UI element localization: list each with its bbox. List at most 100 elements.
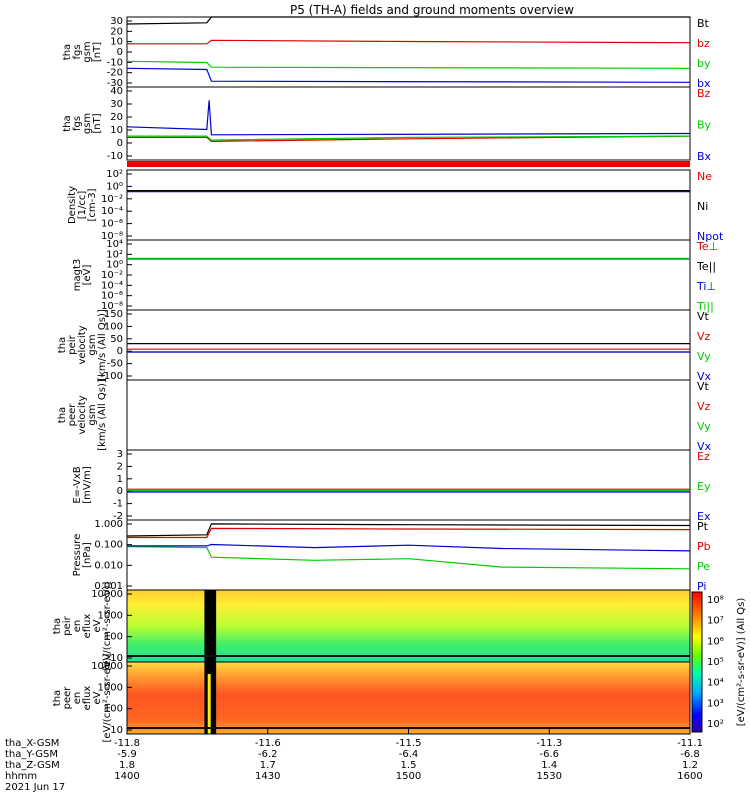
y-tick-label: -10 [107, 57, 123, 68]
legend-entry: Vz [697, 330, 711, 343]
y-tick-label: 10⁴ [106, 239, 123, 250]
y-tick-label: 10⁻⁶ [101, 291, 123, 302]
colorbar-tick-label: 10⁷ [707, 616, 724, 627]
colorbar-tick-label: 10³ [707, 698, 724, 709]
y-axis-label: eflux [82, 686, 93, 711]
y-tick-label: 3 [117, 449, 123, 460]
y-tick-label: 10² [106, 169, 123, 180]
y-axis-label: eV [92, 619, 103, 632]
y-tick-label: 10⁻⁸ [101, 301, 123, 312]
legend-entry: Pi [697, 580, 706, 593]
legend-entry: by [697, 57, 711, 70]
x-tick-label: 1400 [114, 771, 139, 782]
x-tick-label: -5.9 [117, 749, 137, 760]
panel-fgs_dsl: 40 30 20 10 0 -10 tha fgs gsm [nT] Bz By Bx [62, 86, 712, 163]
x-row-label: tha_X-GSM [5, 738, 59, 749]
y-axis-label: [eV/(cm²-s-sr-eV)] [102, 581, 113, 670]
y-tick-label: 1000 [98, 610, 123, 621]
legend-entry: Vt [697, 380, 710, 393]
y-axis-label: tha [62, 44, 73, 60]
y-axis-label: en [72, 692, 83, 705]
legend-entry: Vy [697, 420, 711, 433]
series-line-Bx [126, 100, 691, 136]
plot-title: P5 (TH-A) fields and ground moments over… [290, 3, 574, 17]
y-axis-label: [mV/m] [82, 466, 93, 504]
legend-entry: Pe [697, 560, 710, 573]
legend-entry: bx [697, 77, 711, 90]
legend-entry: Bx [697, 150, 712, 163]
y-axis-label: tha [52, 690, 63, 706]
y-tick-label: 10⁰ [106, 181, 123, 192]
series-line-Pb [127, 527, 691, 539]
y-tick-label: 50 [110, 334, 123, 345]
series-line-Pe [126, 546, 691, 570]
y-axis-label: eV [92, 691, 103, 704]
panel-frame [126, 449, 691, 521]
y-tick-label: 10⁻⁴ [101, 206, 123, 217]
y-axis-label: peer [62, 686, 73, 710]
y-tick-label: 10000 [91, 589, 123, 600]
y-tick-label: 1 [117, 474, 123, 485]
y-tick-label: 10⁻⁴ [101, 280, 123, 291]
y-tick-label: 0 [117, 346, 123, 357]
series-line-Pt [126, 523, 691, 537]
x-tick-label: -6.8 [680, 749, 700, 760]
y-tick-label: 2 [117, 461, 123, 472]
x-tick-label: -11.3 [536, 738, 562, 749]
y-tick-label: -100 [100, 371, 123, 382]
y-axis-label: tha [52, 618, 63, 634]
series-line-bz [127, 39, 691, 45]
legend-entry: Te⊥ [696, 240, 718, 253]
y-axis-label: [nPa] [82, 542, 93, 568]
panel-frame [126, 16, 691, 88]
y-tick-label: 10 [110, 653, 123, 664]
x-tick-label: -11.6 [255, 738, 281, 749]
y-tick-label: 0.100 [94, 540, 123, 551]
legend-entry: Bz [697, 87, 711, 100]
y-axis-label: fgs [72, 44, 83, 59]
x-tick-label: 1430 [255, 771, 280, 782]
colorbar-label: [eV/(cm²-s-sr-eV)] (All Qs) [736, 598, 747, 727]
legend-entry: By [697, 119, 712, 132]
y-tick-label: 10 [110, 125, 123, 136]
panel-peir_spectrogram: 10000 1000 100 10 tha peir en eflux eV [eV/(cm²-s… [52, 581, 691, 670]
x-row-label: tha_Z-GSM [5, 760, 60, 771]
legend-entry: Pb [697, 540, 711, 553]
y-tick-label: 0.001 [94, 581, 123, 592]
x-tick-label: 1.2 [682, 760, 698, 771]
x-tick-label: 1.8 [119, 760, 135, 771]
legend-entry: Ne [697, 170, 712, 183]
x-tick-label: 1.5 [401, 760, 417, 771]
colorbar-tick-label: 10² [707, 719, 724, 730]
y-axis-label: [eV/(cm²-s-sr-eV)] [102, 653, 113, 742]
panel-frame [126, 519, 691, 591]
colorbar-tick-label: 10⁵ [707, 657, 724, 668]
legend-entry: Pt [697, 520, 709, 533]
legend-entry: Te|| [696, 260, 716, 273]
y-axis-label: peir [62, 615, 73, 635]
y-axis-label: magt3 [72, 259, 83, 292]
y-axis-label: Pressure [72, 534, 83, 577]
x-tick-label: 1500 [396, 771, 421, 782]
y-axis-label: [nT] [92, 42, 103, 62]
y-tick-label: 0 [117, 138, 123, 149]
x-tick-label: 1.7 [260, 760, 276, 771]
y-tick-label: -2 [113, 511, 123, 522]
y-tick-label: -1 [113, 499, 123, 510]
x-tick-label: 1.4 [541, 760, 557, 771]
spectrogram-spike [207, 674, 211, 734]
y-tick-label: -20 [107, 68, 123, 79]
y-axis-label: eflux [82, 614, 93, 639]
y-tick-label: 1.000 [94, 519, 123, 530]
panel-frame [126, 239, 691, 311]
y-axis-label: peer [67, 403, 78, 427]
y-tick-label: 30 [110, 16, 123, 27]
legend-entry: Ex [697, 510, 711, 523]
y-axis-label: gsm [87, 404, 98, 425]
y-axis-label: tha [57, 407, 68, 423]
x-tick-label: -6.2 [258, 749, 278, 760]
legend-entry: Ti⊥ [696, 280, 716, 293]
data-gap [204, 590, 217, 662]
